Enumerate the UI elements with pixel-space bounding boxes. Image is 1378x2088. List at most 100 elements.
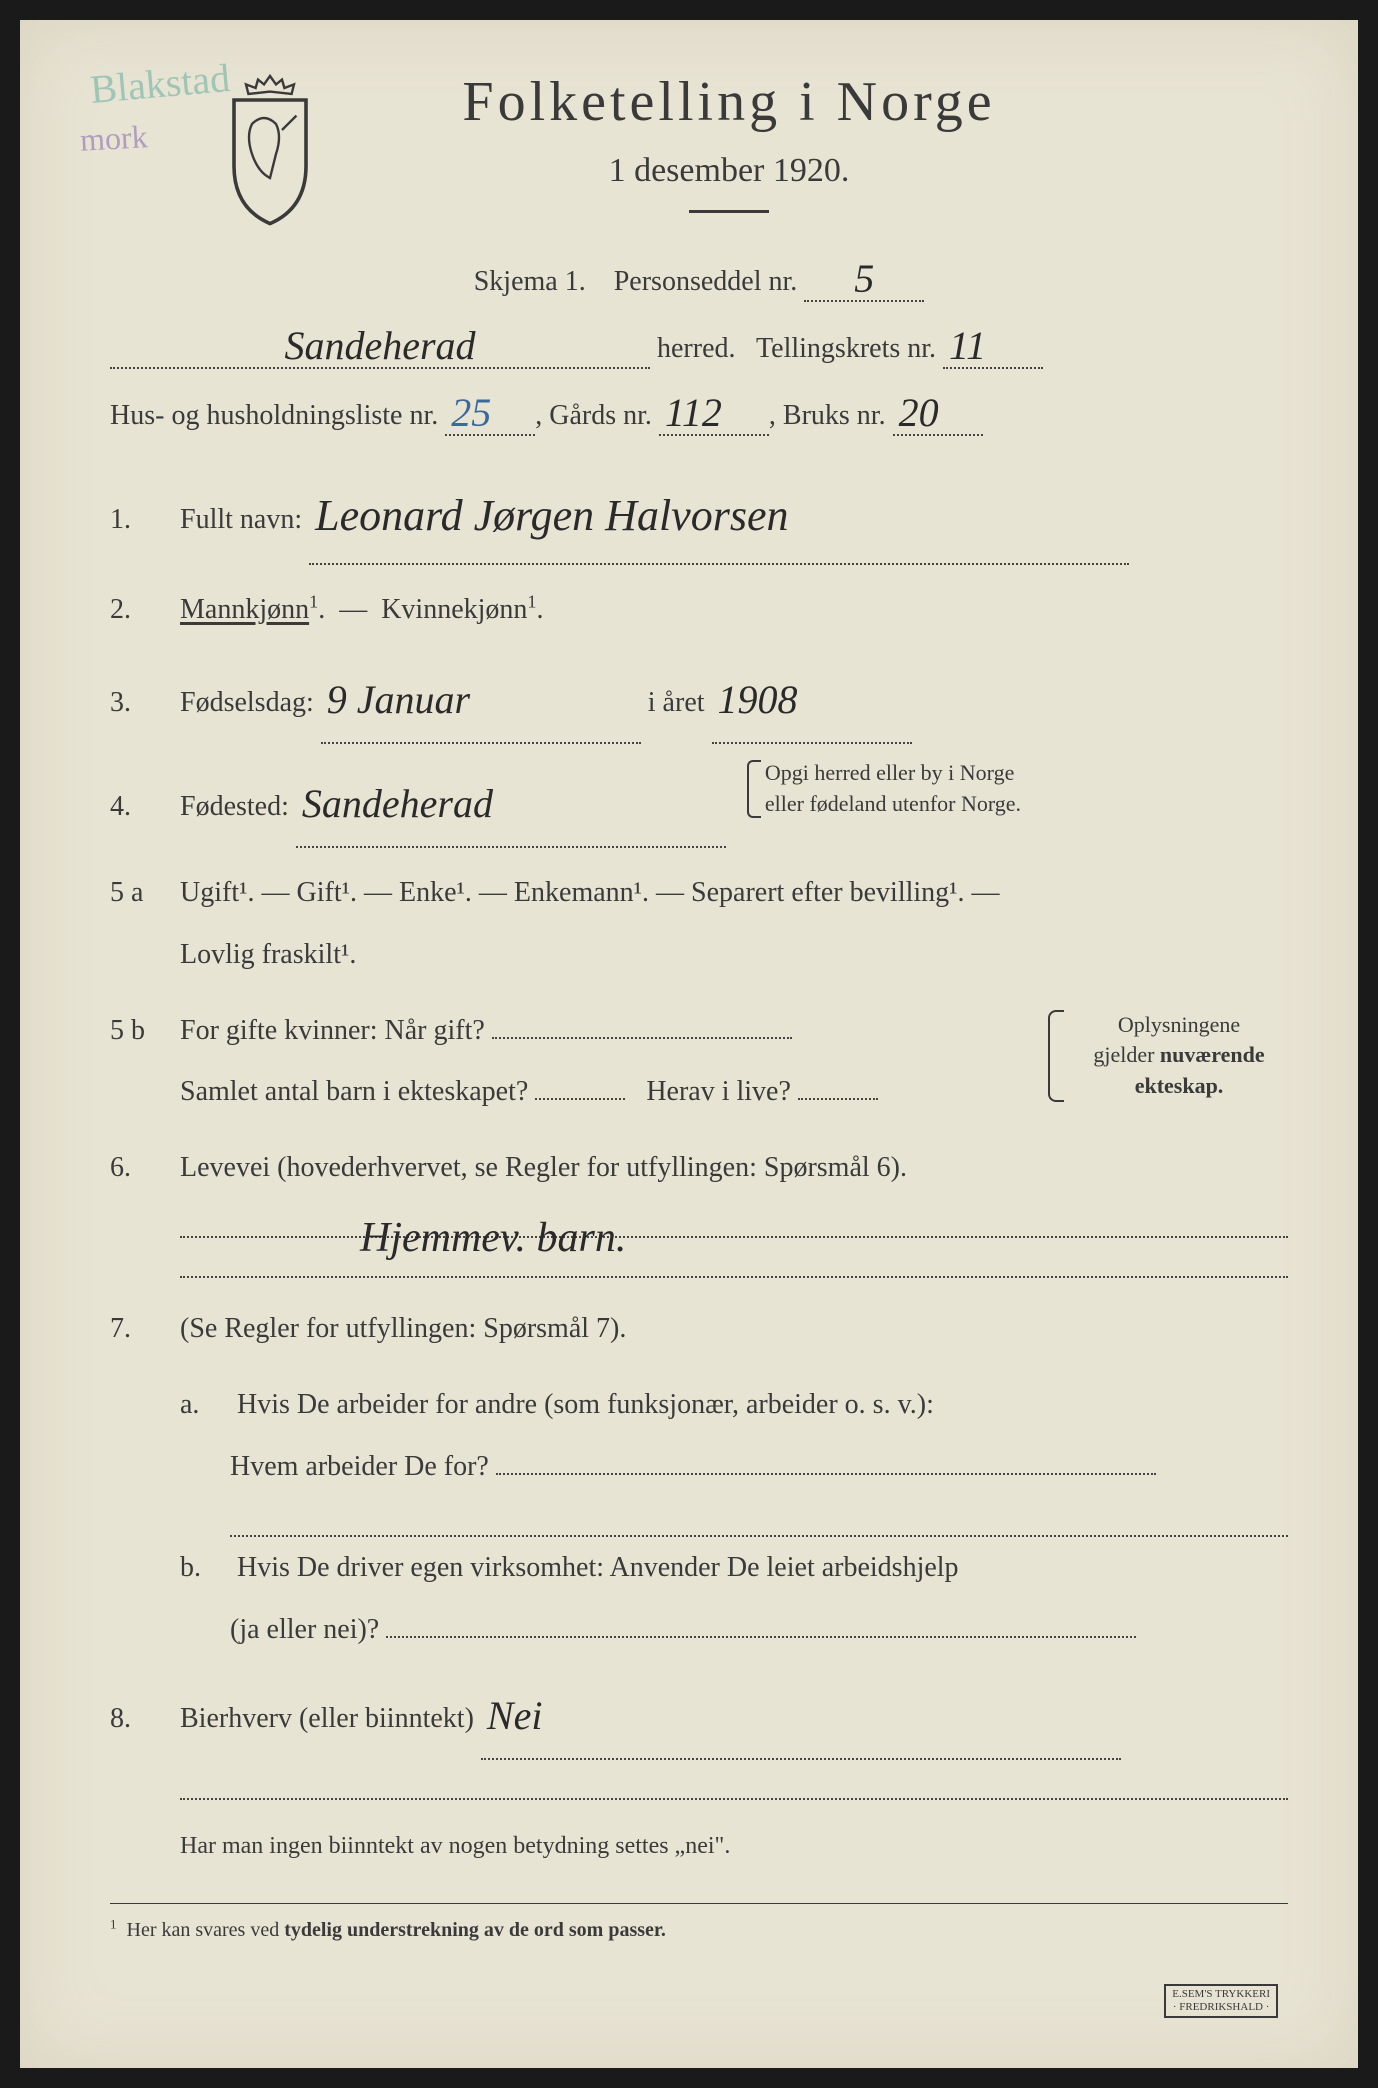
q4-label: Fødested: bbox=[180, 791, 289, 822]
herred-field: Sandeherad bbox=[110, 320, 650, 369]
q8-label: Bierhverv (eller biinntekt) bbox=[180, 1703, 474, 1734]
q6-label: Levevei (hovederhvervet, se Regler for u… bbox=[180, 1152, 907, 1183]
census-form-page: Blakstad mork Folketelling i Norge 1 des… bbox=[20, 20, 1358, 2068]
question-7: 7. (Se Regler for utfyllingen: Spørsmål … bbox=[110, 1298, 1288, 1360]
q7a-text2: Hvem arbeider De for? bbox=[230, 1451, 489, 1482]
q2-content: Mannkjønn1. — Kvinnekjønn1. bbox=[180, 579, 1288, 641]
husliste-label: Hus- og husholdningsliste nr. bbox=[110, 400, 438, 431]
q7b-text2: (ja eller nei)? bbox=[230, 1614, 379, 1645]
q8-value: Nei bbox=[487, 1693, 543, 1738]
q3-content: Fødselsdag: 9 Januar i året 1908 bbox=[180, 654, 1288, 744]
herred-value: Sandeherad bbox=[284, 323, 475, 368]
q7a-field-2 bbox=[230, 1497, 1288, 1537]
main-title: Folketelling i Norge bbox=[462, 70, 995, 134]
sup-1a: 1 bbox=[309, 591, 318, 611]
meta-line-3: Hus- og husholdningsliste nr. 25, Gårds … bbox=[110, 387, 1288, 436]
q7a-field bbox=[496, 1473, 1156, 1475]
q5b-gift-field bbox=[492, 1037, 792, 1039]
q7a-text1: Hvis De arbeider for andre (som funksjon… bbox=[237, 1389, 934, 1420]
q1-value: Leonard Jørgen Halvorsen bbox=[315, 491, 788, 540]
tellingskrets-label: Tellingskrets nr. bbox=[756, 333, 936, 364]
q3-day-value: 9 Januar bbox=[327, 677, 470, 722]
q5a-content: Ugift¹. — Gift¹. — Enke¹. — Enkemann¹. —… bbox=[180, 862, 1288, 985]
q4-value: Sandeherad bbox=[302, 781, 493, 826]
gards-field: 112 bbox=[659, 387, 769, 436]
footnote-block: 1 Her kan svares ved tydelig understrekn… bbox=[110, 1903, 1288, 1942]
q1-num: 1. bbox=[110, 489, 180, 551]
q4-content: Fødested: Sandeherad Opgi herred eller b… bbox=[180, 758, 1288, 848]
q5b-live-field bbox=[798, 1098, 878, 1100]
q8-field: Nei bbox=[481, 1670, 1121, 1760]
q8-content: Bierhverv (eller biinntekt) Nei Har man … bbox=[180, 1670, 1288, 1873]
q6-content: Levevei (hovederhvervet, se Regler for u… bbox=[180, 1137, 1288, 1279]
bruks-label: Bruks nr. bbox=[783, 400, 886, 431]
question-7a: a. Hvis De arbeider for andre (som funks… bbox=[180, 1374, 1288, 1537]
printer-l1: E.SEM'S TRYKKERI bbox=[1172, 1988, 1270, 2000]
q4-note-l2: eller fødeland utenfor Norge. bbox=[765, 791, 1021, 816]
husliste-value: 25 bbox=[451, 390, 491, 435]
husliste-field: 25 bbox=[445, 387, 535, 436]
q7b-label: b. bbox=[180, 1537, 230, 1599]
question-1: 1. Fullt navn: Leonard Jørgen Halvorsen bbox=[110, 466, 1288, 565]
question-5a: 5 a Ugift¹. — Gift¹. — Enke¹. — Enkemann… bbox=[110, 862, 1288, 985]
meta-line-1: Skjema 1. Personseddel nr. 5 bbox=[110, 253, 1288, 302]
q6-field: Hjemmev. barn. bbox=[180, 1198, 1288, 1238]
gards-label: Gårds nr. bbox=[549, 400, 652, 431]
q3-label: Fødselsdag: bbox=[180, 687, 314, 718]
tellingskrets-value: 11 bbox=[949, 323, 986, 368]
q2-num: 2. bbox=[110, 579, 180, 641]
q7b-field bbox=[386, 1636, 1136, 1638]
q5a-options: Ugift¹. — Gift¹. — Enke¹. — Enkemann¹. —… bbox=[180, 877, 1000, 908]
q4-num: 4. bbox=[110, 776, 180, 838]
q7b-text1: Hvis De driver egen virksomhet: Anvender… bbox=[237, 1552, 959, 1583]
tellingskrets-field: 11 bbox=[943, 320, 1043, 369]
question-4: 4. Fødested: Sandeherad Opgi herred elle… bbox=[110, 758, 1288, 848]
q5b-label: For gifte kvinner: Når gift? bbox=[180, 1015, 485, 1046]
q8-post: Har man ingen biinntekt av nogen betydni… bbox=[180, 1820, 1288, 1873]
q2-mann: Mannkjønn bbox=[180, 594, 309, 625]
question-6: 6. Levevei (hovederhvervet, se Regler fo… bbox=[110, 1137, 1288, 1279]
q5b-side-l2: gjelder nuværende bbox=[1093, 1042, 1264, 1067]
q5b-content: Oplysningene gjelder nuværende ekteskap.… bbox=[180, 1000, 1288, 1123]
q1-field: Leonard Jørgen Halvorsen bbox=[309, 466, 1129, 565]
q6-num: 6. bbox=[110, 1137, 180, 1199]
form-meta-block: Skjema 1. Personseddel nr. 5 Sandeherad … bbox=[110, 253, 1288, 436]
q4-note-l1: Opgi herred eller by i Norge bbox=[765, 760, 1014, 785]
title-rule bbox=[689, 210, 769, 213]
q8-field-2 bbox=[180, 1760, 1288, 1800]
personseddel-nr-value: 5 bbox=[854, 256, 874, 301]
q3-day-field: 9 Januar bbox=[321, 654, 641, 744]
question-8: 8. Bierhverv (eller biinntekt) Nei Har m… bbox=[110, 1670, 1288, 1873]
question-7b: b. Hvis De driver egen virksomhet: Anven… bbox=[180, 1537, 1288, 1660]
q3-mid: i året bbox=[648, 687, 705, 718]
q5a-options2: Lovlig fraskilt¹. bbox=[180, 939, 356, 970]
q4-bracket-note: Opgi herred eller by i Norge eller fødel… bbox=[747, 758, 1021, 820]
sup-1b: 1 bbox=[527, 591, 536, 611]
q3-year-value: 1908 bbox=[718, 677, 798, 722]
q3-year-field: 1908 bbox=[712, 654, 912, 744]
q5a-num: 5 a bbox=[110, 862, 180, 924]
q5b-side-note: Oplysningene gjelder nuværende ekteskap. bbox=[1048, 1010, 1288, 1102]
bruks-field: 20 bbox=[893, 387, 983, 436]
footnote: 1 Her kan svares ved tydelig understrekn… bbox=[110, 1919, 666, 1941]
printer-l2: · FREDRIKSHALD · bbox=[1173, 2001, 1270, 2013]
q2-kvinne: Kvinnekjønn bbox=[381, 594, 527, 625]
q3-num: 3. bbox=[110, 672, 180, 734]
question-3: 3. Fødselsdag: 9 Januar i året 1908 bbox=[110, 654, 1288, 744]
crest-svg bbox=[210, 70, 330, 226]
question-2: 2. Mannkjønn1. — Kvinnekjønn1. bbox=[110, 579, 1288, 641]
printer-stamp: E.SEM'S TRYKKERI · FREDRIKSHALD · bbox=[1164, 1984, 1278, 2018]
bruks-value: 20 bbox=[899, 390, 939, 435]
title-block: Folketelling i Norge 1 desember 1920. bbox=[462, 70, 995, 243]
personseddel-label: Personseddel nr. bbox=[614, 266, 798, 297]
q4-field: Sandeherad bbox=[296, 758, 726, 848]
herred-label: herred. bbox=[657, 333, 736, 364]
gards-value: 112 bbox=[665, 390, 722, 435]
q5b-line2a: Samlet antal barn i ekteskapet? bbox=[180, 1076, 528, 1107]
q6-field-2 bbox=[180, 1238, 1288, 1278]
q7-num: 7. bbox=[110, 1298, 180, 1360]
q8-num: 8. bbox=[110, 1688, 180, 1750]
coat-of-arms-icon bbox=[210, 70, 330, 220]
skjema-label: Skjema 1. bbox=[474, 266, 586, 297]
q5b-num: 5 b bbox=[110, 1000, 180, 1062]
